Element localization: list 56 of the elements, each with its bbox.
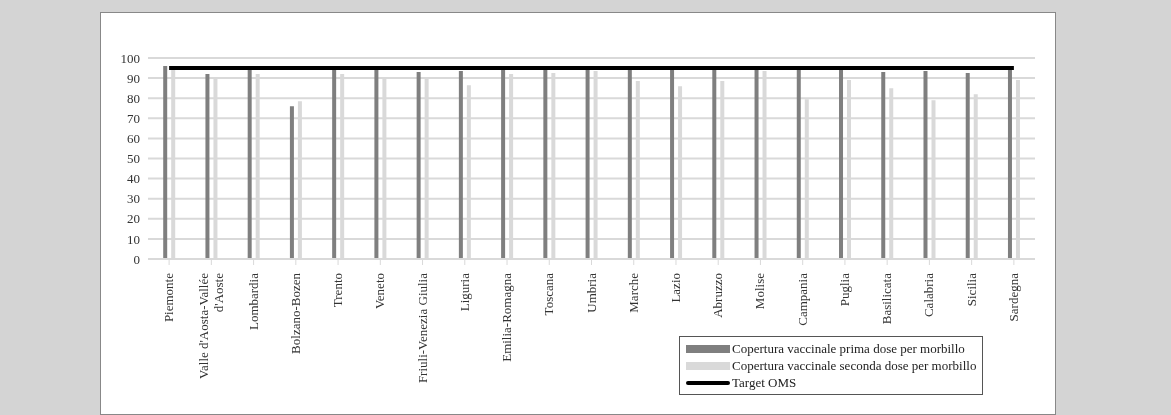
bar bbox=[205, 74, 210, 259]
y-tick-label: 60 bbox=[127, 131, 140, 147]
x-tick-label: Puglia bbox=[836, 272, 852, 307]
x-tick-label: Veneto bbox=[372, 273, 388, 310]
y-tick-label: 90 bbox=[127, 70, 140, 86]
bar bbox=[796, 68, 801, 259]
x-tick-label: Lombardia bbox=[245, 272, 261, 331]
x-tick-label: Abruzzo bbox=[710, 273, 726, 318]
bar bbox=[712, 68, 717, 259]
bar bbox=[163, 66, 168, 259]
x-tick-label: Liguria bbox=[456, 272, 472, 312]
bar bbox=[332, 68, 337, 259]
x-tick-label: Friuli-Venezia Giulia bbox=[414, 272, 430, 384]
y-tick-label: 70 bbox=[127, 110, 140, 126]
x-tick-label: Lazio bbox=[667, 273, 683, 303]
bar bbox=[543, 68, 548, 259]
bar bbox=[374, 68, 379, 259]
bar bbox=[670, 68, 675, 259]
y-tick-label: 30 bbox=[127, 191, 140, 207]
legend-label: Copertura vaccinale prima dose per morbillo bbox=[732, 340, 965, 357]
bar bbox=[839, 68, 844, 259]
y-tick-label: 40 bbox=[127, 171, 140, 187]
bar bbox=[627, 68, 632, 259]
bar bbox=[585, 68, 590, 259]
bar bbox=[754, 68, 759, 259]
bar bbox=[416, 72, 421, 259]
legend-label: Copertura vaccinale seconda dose per morbillo bbox=[732, 357, 977, 374]
x-tick-label: Sardegna bbox=[1005, 272, 1021, 322]
y-tick-label: 80 bbox=[127, 90, 140, 106]
y-tick-label: 0 bbox=[133, 251, 140, 267]
y-tick-label: 100 bbox=[120, 50, 140, 66]
x-tick-label: Bolzano-Bozen bbox=[287, 272, 303, 354]
y-tick-label: 50 bbox=[127, 151, 140, 167]
y-tick-label: 10 bbox=[127, 231, 140, 247]
x-tick-label: Toscana bbox=[541, 272, 557, 316]
x-tick-label: Umbria bbox=[583, 272, 599, 313]
x-tick-label: Emilia-Romagna bbox=[499, 272, 515, 362]
x-tick-label: Basilicata bbox=[879, 272, 895, 325]
bar bbox=[247, 68, 252, 259]
x-tick-label: Calabria bbox=[921, 272, 937, 318]
bar bbox=[501, 68, 506, 259]
bar bbox=[1007, 68, 1012, 259]
x-tick-label: Campania bbox=[794, 272, 810, 326]
x-tick-label: Piemonte bbox=[161, 272, 177, 323]
x-tick-label: Trento bbox=[330, 273, 346, 308]
x-tick-label: Valle d'Aosta-Vallée d'Aoste bbox=[195, 272, 226, 379]
y-tick-label: 20 bbox=[127, 211, 140, 227]
bar bbox=[965, 73, 970, 259]
bar bbox=[289, 106, 294, 259]
x-tick-label: Sicilia bbox=[963, 272, 979, 307]
bar bbox=[458, 71, 463, 259]
x-tick-label: Molise bbox=[752, 272, 768, 310]
x-tick-label: Marche bbox=[625, 272, 641, 313]
bar bbox=[923, 71, 928, 259]
legend-label: Target OMS bbox=[732, 374, 797, 391]
bar bbox=[881, 72, 886, 259]
